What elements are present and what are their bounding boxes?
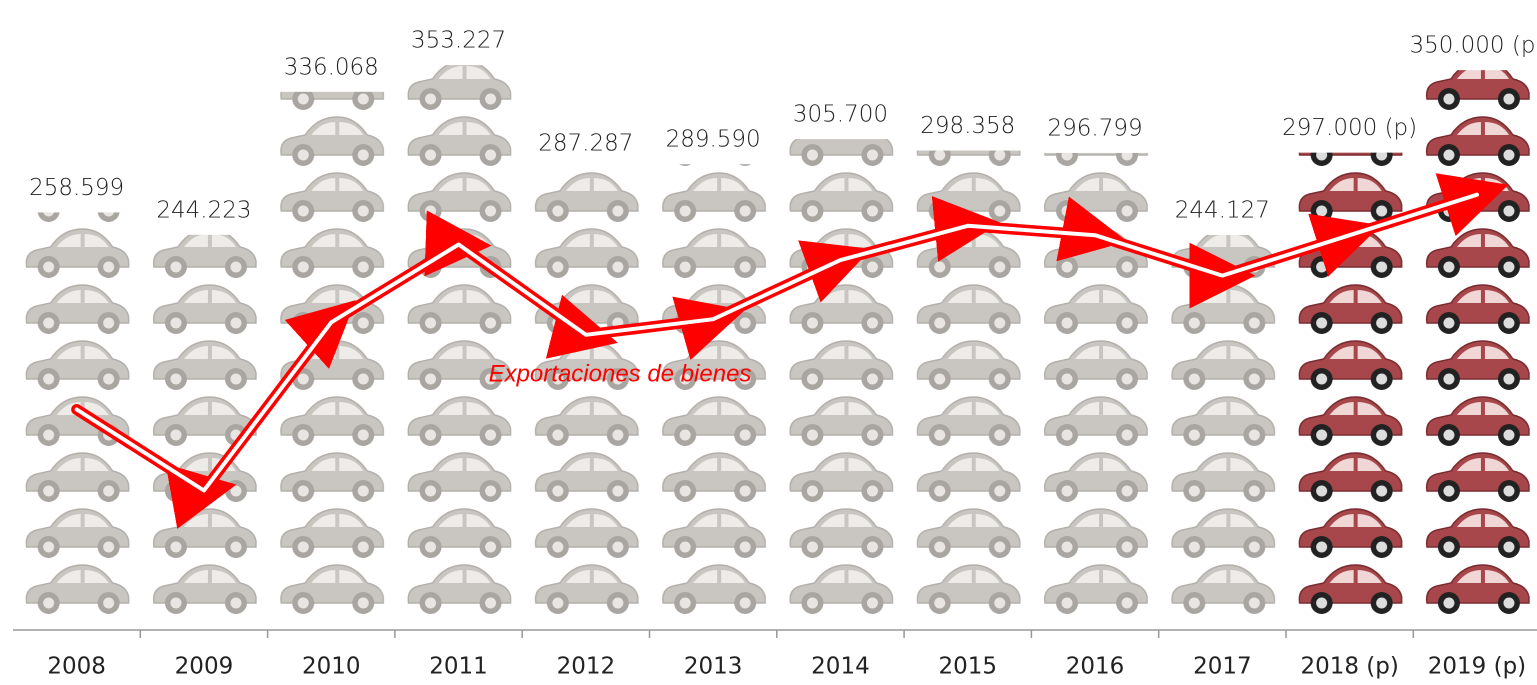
car-stack [1420, 70, 1533, 615]
car-stack [1166, 234, 1279, 615]
x-tick-label: 2014 [811, 654, 870, 680]
x-tick-label: 2019 (p) [1428, 654, 1526, 680]
car-stack [402, 65, 515, 616]
x-tick-label: 2011 [429, 654, 488, 680]
value-label: 258.599 [29, 175, 124, 201]
value-label: 244.223 [156, 197, 251, 223]
x-tick-label: 2016 [1066, 654, 1125, 680]
x-tick-label: 2008 [47, 654, 106, 680]
car-stack [147, 234, 260, 615]
value-label: 336.068 [284, 54, 379, 80]
car-stack [275, 91, 388, 616]
x-tick-label: 2015 [938, 654, 997, 680]
car-stack [657, 164, 770, 615]
x-tick-label: 2017 [1193, 654, 1252, 680]
x-tick-label: 2013 [684, 654, 743, 680]
value-label: 350.000 (p) [1409, 33, 1537, 59]
car-stack [529, 167, 642, 615]
value-label: 353.227 [411, 28, 506, 54]
car-stack [1039, 152, 1152, 615]
value-label: 298.358 [920, 113, 1015, 139]
x-tick-label: 2012 [557, 654, 616, 680]
value-label: 305.700 [793, 102, 888, 128]
x-tick-label: 2010 [302, 654, 361, 680]
car-stack [911, 150, 1024, 615]
value-label: 297.000 (p) [1282, 115, 1417, 141]
value-label: 289.590 [666, 127, 761, 153]
value-label: 244.127 [1175, 197, 1270, 223]
x-tick-label: 2009 [175, 654, 234, 680]
x-tick-label: 2018 (p) [1300, 654, 1398, 680]
line-annotation: Exportaciones de bienes [489, 360, 752, 387]
value-label: 296.799 [1047, 115, 1142, 141]
car-stack [784, 139, 897, 615]
value-label: 287.287 [538, 130, 633, 156]
export-line-inner [74, 192, 1479, 493]
